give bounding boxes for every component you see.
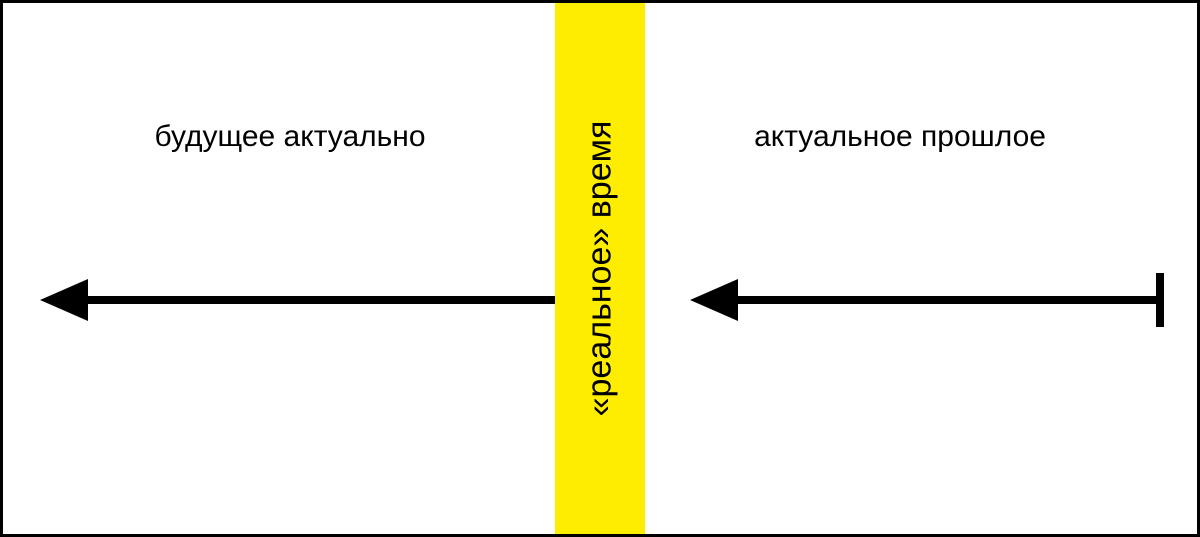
left-panel-label: будущее актуально (154, 120, 425, 154)
diagram-frame: «реальное» время будущее актуально актуа… (0, 0, 1200, 537)
right-panel-label: актуальное прошлое (754, 120, 1046, 154)
center-band-label: «реальное» время (581, 121, 620, 417)
left-arrow-icon (36, 269, 559, 331)
center-band: «реальное» время (555, 0, 645, 537)
right-arrow-icon (686, 269, 1164, 331)
